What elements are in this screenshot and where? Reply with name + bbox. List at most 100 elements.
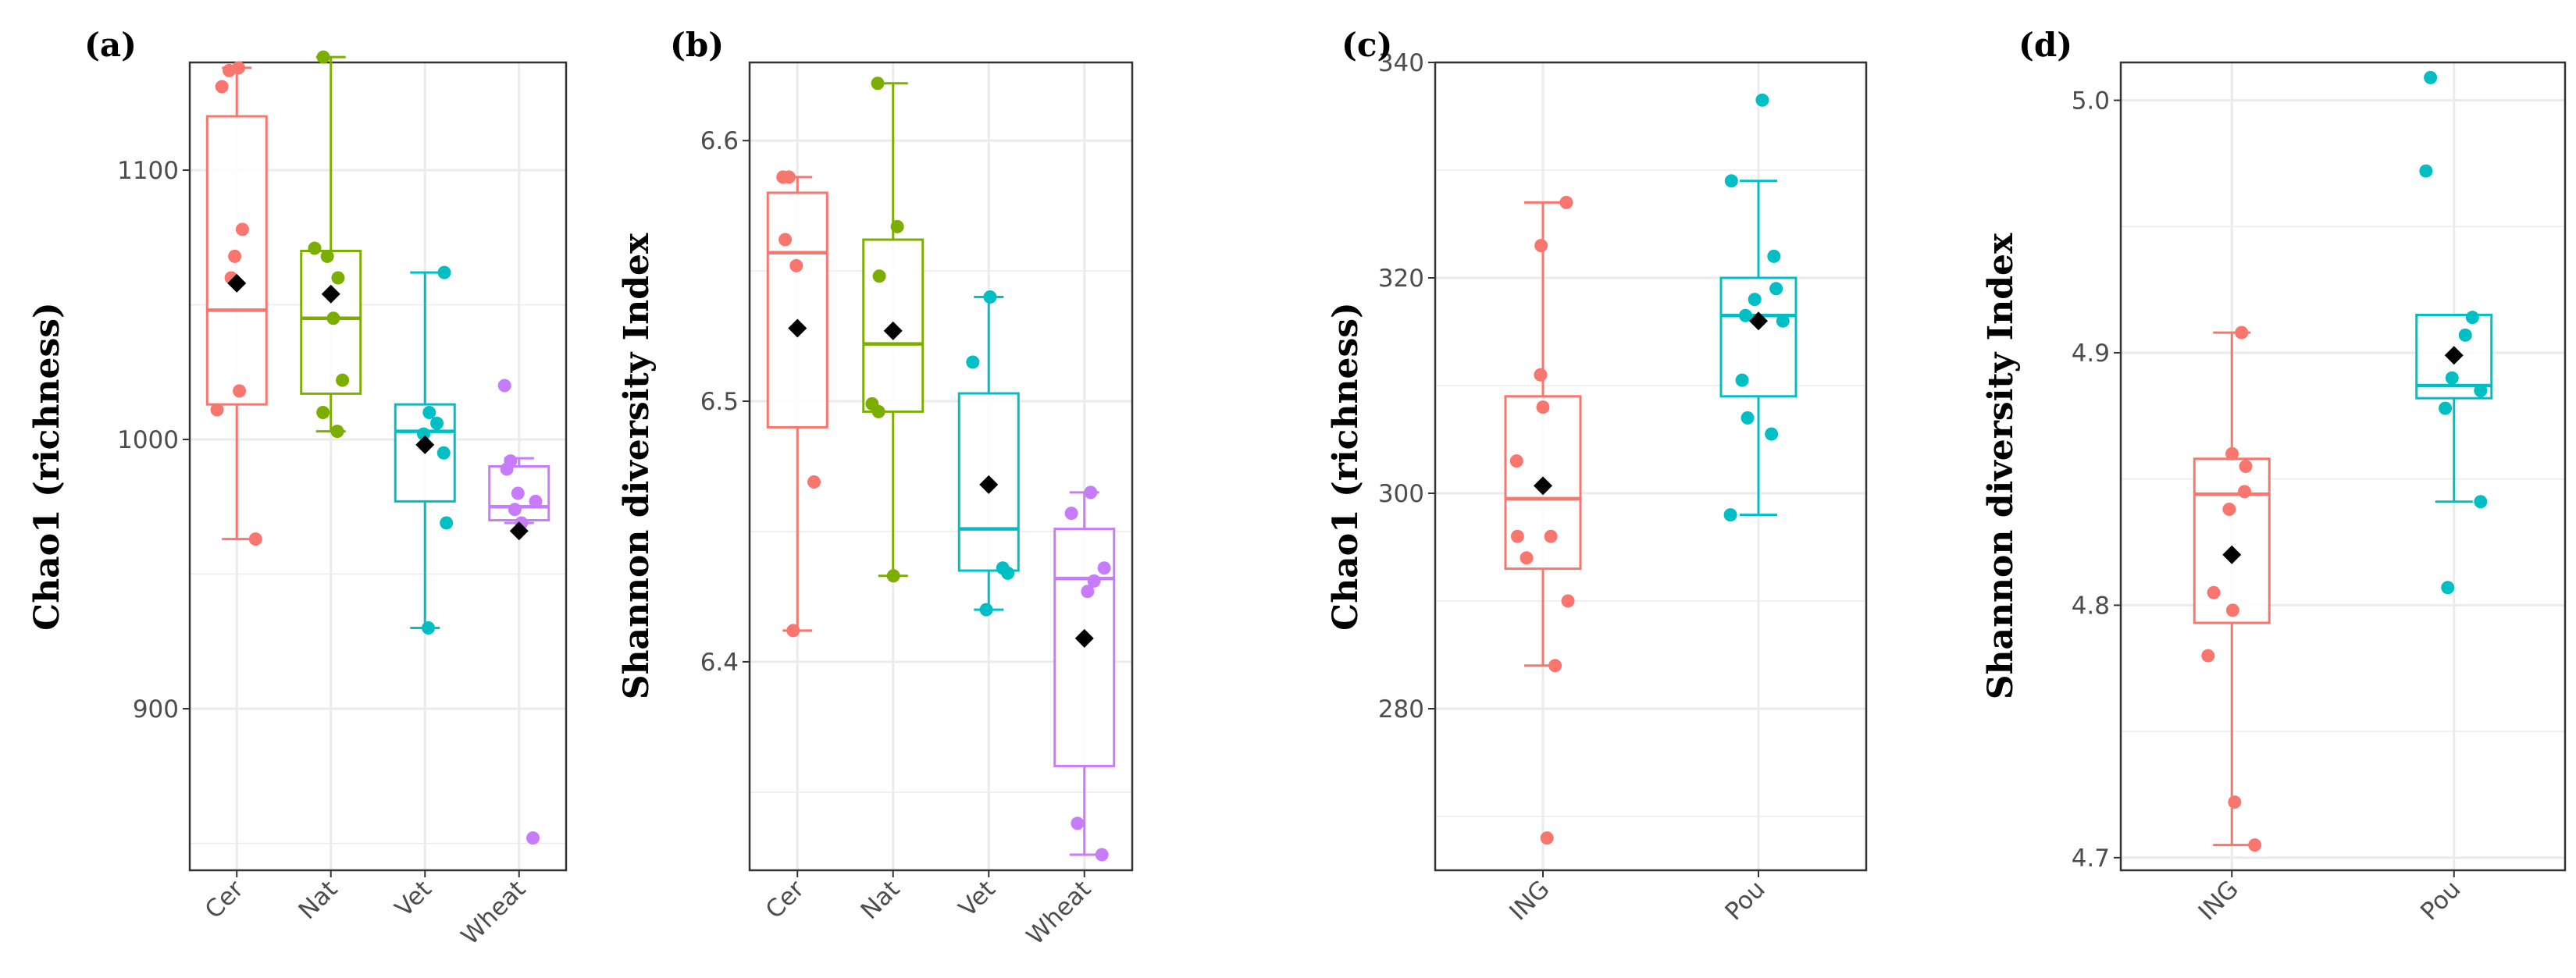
data-point [1776,314,1790,328]
data-point [326,311,340,325]
data-point [1095,848,1109,862]
data-point [2474,383,2488,397]
mean-diamond [2222,545,2242,564]
data-point [233,384,247,398]
data-point [1097,561,1111,575]
iqr-box [1053,528,1116,767]
data-point [2465,311,2479,325]
data-point [422,406,436,419]
mean-diamond [321,284,340,304]
panel-label: (b) [670,26,724,64]
data-point [1561,594,1575,608]
box-wheat [1053,485,1116,862]
data-point [1724,174,1738,188]
mean-diamond [415,435,435,454]
iqr-box [2193,457,2271,624]
data-point [508,503,522,517]
y-tick-label: 5.0 [2072,87,2110,116]
data-point [232,61,246,75]
data-point [1540,831,1554,845]
mean-diamond [227,273,247,293]
x-tick-label: Pou [1719,875,1770,926]
data-point [807,475,821,489]
data-point [1510,529,1524,543]
data-point [1534,239,1548,253]
y-tick-label: 6.6 [700,127,739,155]
box-ing [2193,325,2271,852]
data-point [235,222,249,236]
panel-a: 900 1000 1100 Cer Nat Vet Wheat Chao1 (richness… [27,26,568,951]
data-point [2445,371,2459,385]
data-point [2235,325,2249,340]
x-tick-label: ING [1504,875,1555,926]
data-point [2248,838,2262,852]
data-point [1509,454,1523,468]
y-tick-label: 4.9 [2072,340,2110,368]
y-tick-label: 4.8 [2072,592,2110,620]
x-tick-label: Pou [2415,875,2466,926]
box-wheat [488,379,550,845]
y-axis-label: Shannon diversity Index [1981,233,2021,699]
plot-border [2119,61,2567,872]
data-point [1765,427,1779,441]
data-point [248,532,262,546]
data-point [320,249,334,263]
y-tick-label: 6.4 [700,649,739,677]
x-tick-label: Vet [953,875,1001,923]
data-point [2201,649,2215,663]
data-point [529,494,543,508]
y-tick-label: 280 [1378,695,1424,724]
data-point [436,446,451,460]
data-point [2424,70,2438,84]
x-tick-label: Wheat [1021,875,1097,951]
data-point [966,355,980,369]
y-tick-label: 300 [1378,480,1424,508]
data-point [330,425,344,439]
data-point [1064,507,1078,521]
panel-label: (d) [2018,26,2072,64]
data-point [210,403,224,417]
data-point [1087,574,1101,588]
panel-b: 6.4 6.5 6.6 Cer Nat Vet Wheat Shannon diversity… [617,26,1134,951]
data-point [2239,460,2253,473]
mean-diamond [2444,346,2464,365]
x-tick-label: Nat [294,875,344,925]
data-point [2222,502,2236,516]
data-point [983,290,997,304]
data-point [2225,446,2239,461]
data-point [2225,603,2239,617]
data-point [1081,585,1095,599]
iqr-box [766,191,828,429]
data-point [430,416,444,430]
data-point [215,80,229,94]
data-point [1520,551,1534,565]
box-vet [394,265,456,635]
data-point [1534,368,1548,382]
data-point [504,454,518,468]
data-point [2228,795,2242,809]
data-point [440,516,454,530]
plot-border [748,61,1134,872]
y-axis-label: Chao1 (richness) [1326,302,1366,631]
plot-border [1434,61,1868,872]
data-point [2207,585,2221,599]
box-pou [2415,70,2493,595]
data-point [872,269,886,283]
mean-diamond [788,318,807,338]
box-vet [957,290,1020,617]
x-tick-label: Vet [390,875,437,923]
data-point [1723,508,1737,522]
y-axis-label: Shannon diversity Index [617,233,657,699]
panel-c: 280 300 320 340 ING Pou Chao1 (richness) (c) [1326,26,1868,926]
data-point [497,379,511,393]
data-point [890,219,904,233]
data-point [1769,282,1783,296]
box-pou [1719,93,1797,522]
mean-diamond [883,321,903,340]
data-point [1071,816,1085,830]
x-tick-label: Wheat [456,875,532,951]
data-point [1767,249,1781,263]
data-point [316,406,330,419]
data-point [308,241,322,255]
data-point [789,258,803,272]
